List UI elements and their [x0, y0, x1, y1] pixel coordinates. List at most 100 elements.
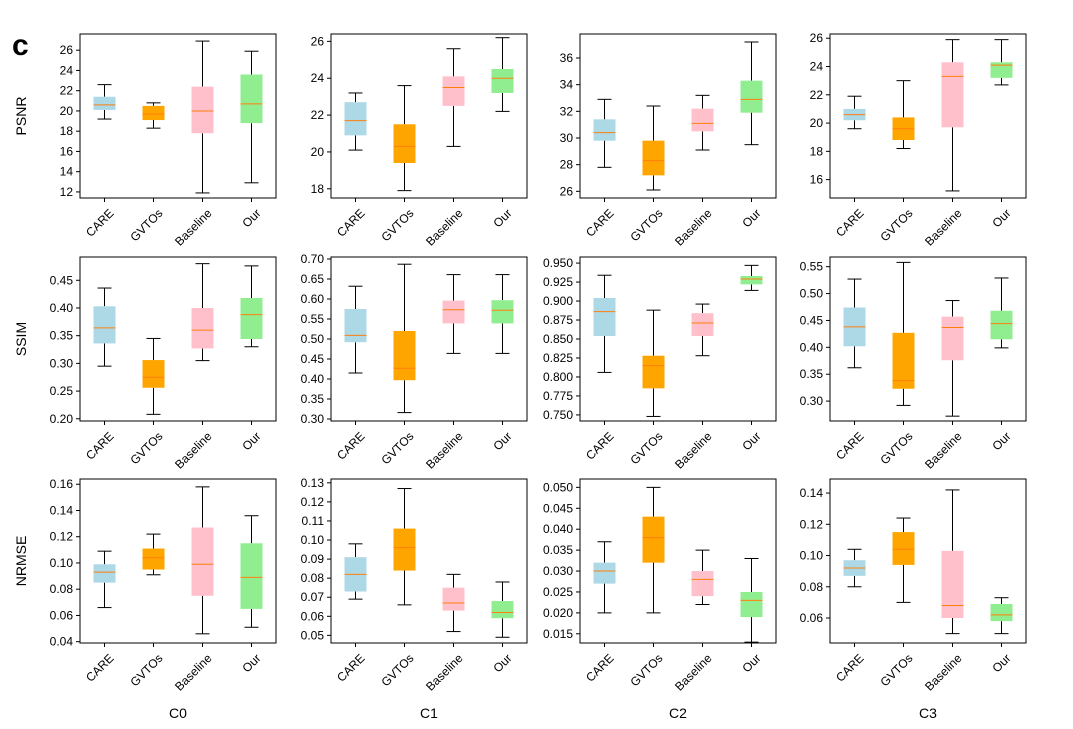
y-tick-label: 20 [60, 104, 74, 118]
category-label: Our [990, 429, 1014, 453]
category-label: Our [990, 206, 1014, 230]
y-tick-label: 20 [311, 145, 325, 159]
category-label: Baseline [423, 206, 466, 249]
category-label: Baseline [672, 206, 715, 249]
category-label: CARE [334, 651, 367, 684]
box-gvtos [142, 533, 165, 576]
box-gvtos [393, 85, 416, 192]
box-care [344, 543, 367, 600]
panel-nrmse-c2: 0.015 0.020 0.025 0.030 0.035 0.040 0.045 0.050… [543, 478, 777, 694]
panel-psnr-c3: 16 18 20 22 24 26 CARE GVTOs Baseline Our [810, 31, 1027, 249]
axes-frame [829, 33, 1027, 199]
y-tick-label: 0.08 [301, 571, 325, 585]
category-label: Our [740, 206, 764, 230]
box-our [740, 41, 763, 146]
iqr-box [191, 527, 214, 596]
iqr-box [393, 528, 416, 571]
y-tick-label: 26 [311, 34, 325, 48]
panel-psnr-c1: 18 20 22 24 26 CARE GVTOs Baseline Our [311, 33, 528, 249]
category-label: GVTOs [128, 206, 166, 244]
y-tick-label: 0.30 [301, 412, 325, 426]
y-tick-label: 0.025 [543, 585, 573, 599]
iqr-box [941, 316, 964, 361]
iqr-box [740, 80, 763, 113]
y-tick-label: 0.07 [301, 590, 325, 604]
y-tick-label: 16 [810, 173, 824, 187]
iqr-box [93, 96, 116, 110]
y-tick-label: 0.050 [543, 480, 573, 494]
category-label: GVTOs [878, 429, 916, 467]
box-our [740, 557, 763, 643]
iqr-box [691, 571, 714, 597]
box-care [593, 98, 616, 168]
iqr-box [990, 62, 1013, 78]
category-label: CARE [334, 429, 367, 462]
box-baseline [941, 489, 964, 635]
box-our [240, 515, 263, 628]
row-label-nrmse: NRMSE [13, 536, 29, 587]
iqr-box [142, 360, 165, 388]
y-tick-label: 0.035 [543, 543, 573, 557]
category-label: Baseline [172, 651, 215, 694]
y-tick-label: 0.10 [50, 556, 74, 570]
category-label: GVTOs [878, 206, 916, 244]
iqr-box [491, 601, 514, 619]
y-tick-label: 0.14 [50, 503, 74, 517]
box-baseline [191, 40, 214, 194]
y-tick-label: 0.825 [543, 351, 573, 365]
iqr-box [191, 86, 214, 134]
y-tick-label: 16 [60, 144, 74, 158]
category-label: Baseline [172, 206, 215, 249]
box-our [491, 274, 514, 354]
box-gvtos [393, 488, 416, 606]
y-tick-label: 32 [560, 104, 574, 118]
panel-ssim-c3: 0.30 0.35 0.40 0.45 0.50 0.55 CARE GVTOs Baselin… [800, 256, 1027, 472]
iqr-box [990, 310, 1013, 340]
column-label-c1: C1 [420, 705, 438, 721]
box-baseline [691, 303, 714, 357]
category-label: Our [740, 651, 764, 675]
iqr-box [892, 332, 915, 389]
y-tick-label: 0.16 [50, 477, 74, 491]
y-tick-label: 0.25 [50, 384, 74, 398]
row-labels: PSNR SSIM NRMSE [13, 97, 29, 587]
category-label: GVTOs [379, 429, 417, 467]
y-tick-label: 0.08 [800, 580, 824, 594]
y-tick-label: 0.850 [543, 332, 573, 346]
box-care [93, 550, 116, 609]
y-tick-label: 0.35 [50, 329, 74, 343]
iqr-box [691, 108, 714, 132]
axes-frame [579, 33, 777, 199]
box-care [843, 548, 866, 588]
iqr-box [642, 516, 665, 563]
category-label: CARE [583, 651, 616, 684]
iqr-box [93, 564, 116, 583]
y-tick-label: 24 [60, 63, 74, 77]
y-tick-label: 0.020 [543, 606, 573, 620]
y-tick-label: 0.09 [301, 552, 325, 566]
y-tick-label: 12 [60, 185, 74, 199]
y-tick-label: 0.60 [301, 292, 325, 306]
category-label: GVTOs [628, 429, 666, 467]
iqr-box [593, 562, 616, 584]
row-label-ssim: SSIM [13, 322, 29, 356]
box-our [990, 597, 1013, 635]
y-tick-label: 14 [60, 165, 74, 179]
y-tick-label: 20 [810, 116, 824, 130]
y-tick-label: 0.800 [543, 370, 573, 384]
panel-ssim-c1: 0.30 0.35 0.40 0.45 0.50 0.55 0.60 0.65 0.70 CARE… [301, 252, 528, 472]
category-label: Baseline [672, 429, 715, 472]
column-labels: C0 C1 C2 C3 [169, 705, 937, 721]
panel-ssim-c0: 0.20 0.25 0.30 0.35 0.40 0.45 CARE GVTOs Baselin… [50, 256, 277, 472]
box-care [93, 287, 116, 367]
iqr-box [593, 119, 616, 141]
category-label: CARE [83, 429, 116, 462]
iqr-box [740, 275, 763, 285]
category-label: Baseline [922, 206, 965, 249]
box-gvtos [892, 517, 915, 603]
y-tick-label: 18 [60, 124, 74, 138]
y-tick-label: 22 [311, 108, 325, 122]
y-tick-label: 0.50 [800, 287, 824, 301]
y-tick-label: 0.14 [800, 486, 824, 500]
y-tick-label: 0.65 [301, 272, 325, 286]
